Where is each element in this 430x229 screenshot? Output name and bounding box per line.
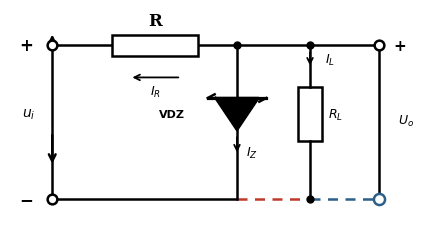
Text: $u_i$: $u_i$ [22, 107, 35, 122]
Text: −: − [19, 190, 34, 208]
Text: $R_L$: $R_L$ [327, 107, 342, 122]
Bar [298, 87, 321, 142]
Text: $I_R$: $I_R$ [150, 84, 160, 99]
Text: +: + [393, 39, 405, 54]
Text: VDZ: VDZ [159, 109, 185, 120]
Text: R: R [148, 13, 162, 30]
Text: $I_Z$: $I_Z$ [246, 146, 257, 161]
Text: $U_o$: $U_o$ [397, 114, 413, 129]
Text: $I_L$: $I_L$ [324, 52, 334, 67]
Polygon shape [215, 98, 258, 131]
Text: +: + [19, 37, 34, 55]
Bar [112, 36, 198, 57]
